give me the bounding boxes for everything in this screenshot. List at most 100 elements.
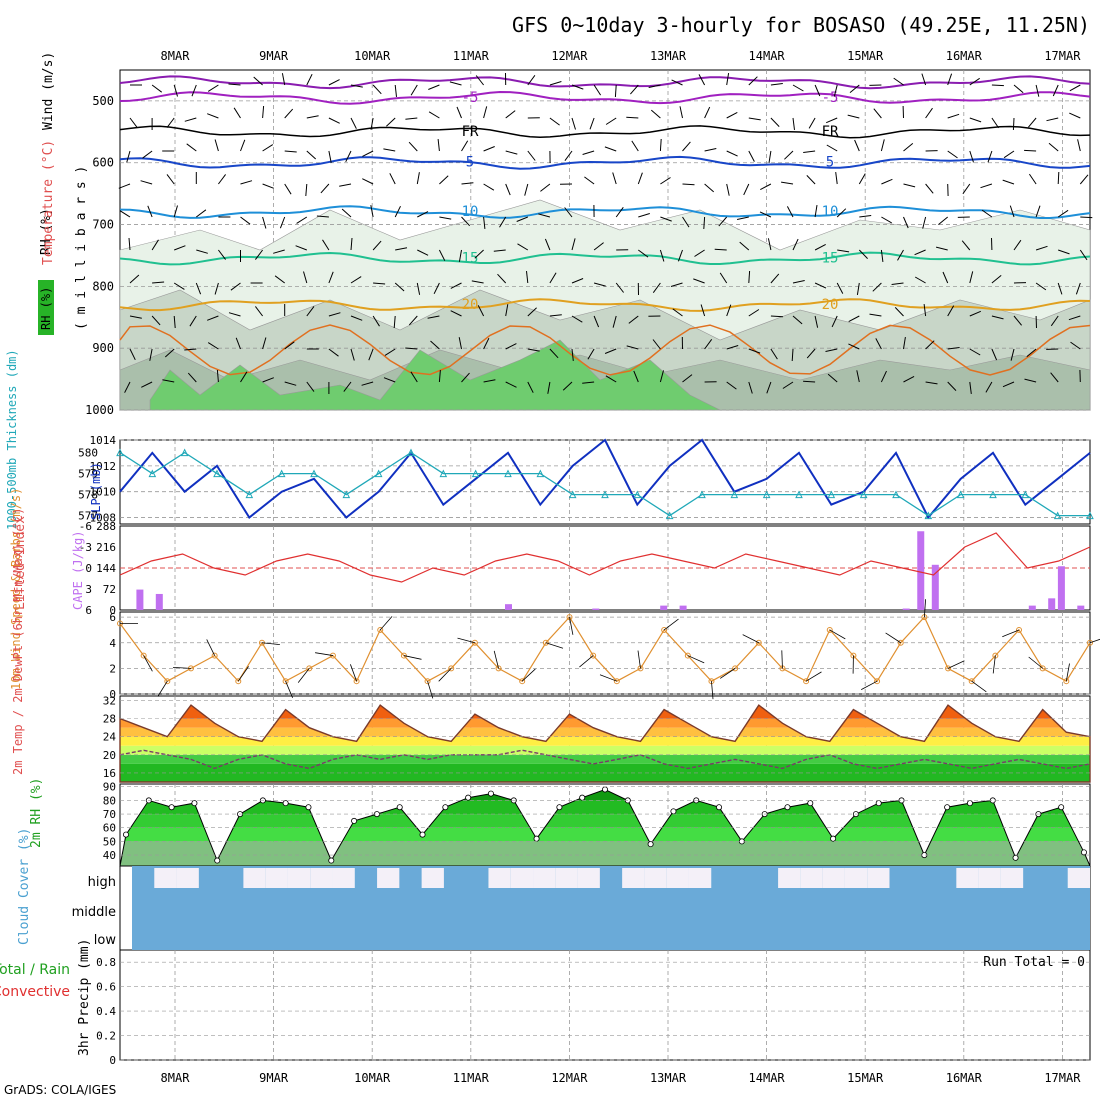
- wind-barb: [672, 308, 683, 317]
- wind-barb: [671, 79, 683, 86]
- wind-barb: [571, 278, 584, 284]
- wind-barb: [836, 282, 844, 294]
- wind-barb: [698, 74, 706, 86]
- wind-barb: [173, 282, 185, 290]
- cloud-high-gap: [1000, 868, 1024, 888]
- rh-tick: 50: [103, 835, 116, 848]
- wind-barb: [162, 379, 175, 383]
- wind-barb: [493, 650, 499, 669]
- wind-barb: [659, 249, 665, 262]
- wind-barb: [214, 139, 219, 152]
- wind-barb: [253, 76, 263, 86]
- rh-tick: 60: [103, 822, 116, 835]
- wind-barb: [638, 249, 649, 258]
- rh-marker: [807, 800, 814, 807]
- wind-barb: [814, 205, 818, 218]
- wind-barb: [903, 337, 906, 350]
- wind-barb: [781, 650, 783, 669]
- wind-tick: 2: [109, 662, 116, 675]
- wind-barb: [991, 84, 1004, 87]
- wind-barb: [848, 343, 860, 350]
- contour-label: -5: [462, 90, 479, 106]
- wind-barb: [742, 634, 759, 644]
- wind-marker: [542, 639, 549, 646]
- wind-marker: [1039, 665, 1046, 672]
- wind-barb: [306, 115, 319, 119]
- wind-barb: [408, 141, 418, 152]
- wind-barb: [571, 84, 584, 90]
- wind-barb: [284, 381, 297, 386]
- li-tick: -6: [79, 520, 92, 533]
- wind-barb: [240, 180, 253, 185]
- wind-barb: [427, 315, 440, 319]
- wind-barb: [947, 150, 958, 159]
- wind-barb: [792, 315, 803, 325]
- x-tick-label-bottom: 12MAR: [551, 1071, 588, 1085]
- wind-barb: [808, 117, 816, 129]
- wind-barb: [394, 282, 405, 292]
- plot-layer: 8MAR 8MAR 9MAR 9MAR 10MAR 10MAR 11MAR 11MAR 12MA…: [0, 49, 1100, 1085]
- wind-barb: [792, 117, 795, 130]
- series-wind-speed: [119, 616, 1091, 683]
- wind-barb: [505, 381, 517, 388]
- wind-tick: 6: [109, 611, 116, 624]
- wind-barb: [703, 216, 706, 230]
- wind-barb: [350, 348, 355, 361]
- wind-barb: [726, 150, 738, 157]
- wind-barb: [1024, 378, 1037, 383]
- wind-barb: [456, 106, 462, 119]
- precip-tick: 0: [109, 1054, 116, 1067]
- wind-barb: [119, 210, 131, 218]
- thickness-marker: [924, 511, 933, 520]
- wind-barb: [526, 271, 529, 284]
- wind-barb: [1048, 142, 1059, 152]
- wind-marker: [826, 626, 833, 633]
- thickness-tick: 578: [78, 489, 98, 502]
- wind-barb: [781, 181, 794, 185]
- wind-barb: [826, 117, 838, 124]
- wind-barb: [893, 77, 904, 86]
- temp-tick: 28: [103, 713, 116, 726]
- wind-barb: [670, 282, 683, 287]
- wind-barb: [612, 172, 617, 185]
- ylabel-temperature: Temperature (°C): [41, 140, 56, 265]
- wind-barb: [189, 315, 197, 327]
- wind-barb: [652, 339, 661, 350]
- contour-label: FR: [462, 124, 479, 140]
- x-tick-label-bottom: 15MAR: [847, 1071, 884, 1085]
- wind-barb: [1002, 179, 1015, 185]
- thickness-marker: [439, 469, 448, 478]
- wind-barb: [825, 348, 838, 352]
- wind-barb: [792, 238, 799, 251]
- cape-bar: [505, 604, 512, 610]
- wind-marker: [661, 626, 668, 633]
- wind-barb: [814, 315, 819, 328]
- y-tick-label: 800: [92, 279, 114, 293]
- thickness-marker: [471, 469, 480, 478]
- precip-tick: 0.8: [96, 956, 116, 969]
- wind-barb: [604, 348, 617, 354]
- cape-bar: [155, 593, 163, 610]
- rh-marker: [328, 857, 335, 864]
- wind-barb: [836, 208, 847, 218]
- wind-barb: [549, 272, 557, 284]
- ylabel-rh-text: RH (%): [39, 287, 53, 330]
- wind-barb: [677, 249, 683, 262]
- wind-barb: [262, 337, 267, 350]
- wind-barb: [228, 312, 241, 317]
- wind-barb: [524, 183, 529, 196]
- wind-barb: [430, 340, 440, 350]
- wind-barb: [174, 245, 186, 251]
- wind-barb: [152, 281, 165, 284]
- cape-bar: [1077, 605, 1085, 610]
- wind-marker: [732, 665, 739, 672]
- wind-barb: [922, 216, 927, 229]
- wind-barb: [854, 139, 860, 152]
- temp-tick: 20: [103, 749, 116, 762]
- wind-barb: [633, 370, 639, 383]
- wind-marker: [495, 665, 502, 672]
- wind-barb: [805, 671, 822, 682]
- wind-barb: [187, 372, 197, 383]
- wind-barb: [925, 183, 934, 194]
- wind-barb: [659, 138, 662, 152]
